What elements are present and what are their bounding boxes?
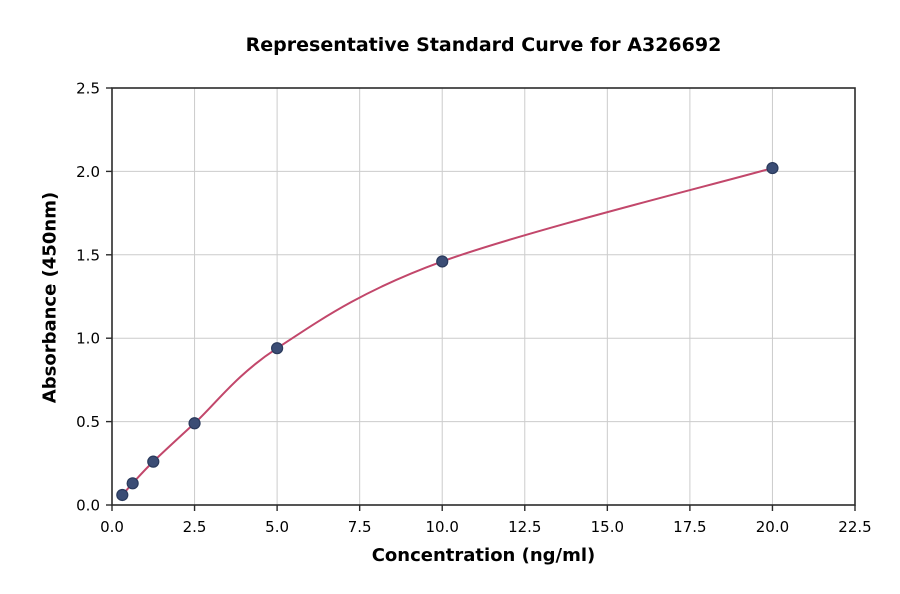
svg-text:1.0: 1.0	[76, 330, 100, 348]
svg-text:10.0: 10.0	[426, 518, 459, 536]
svg-text:12.5: 12.5	[508, 518, 541, 536]
svg-text:5.0: 5.0	[265, 518, 289, 536]
x-axis-label: Concentration (ng/ml)	[371, 545, 596, 566]
svg-text:2.5: 2.5	[76, 80, 100, 98]
svg-text:0.0: 0.0	[100, 518, 124, 536]
svg-text:1.5: 1.5	[76, 246, 100, 264]
svg-text:2.0: 2.0	[76, 163, 100, 181]
chart-title: Representative Standard Curve for A32669…	[245, 34, 722, 56]
svg-text:17.5: 17.5	[673, 518, 706, 536]
svg-text:0.5: 0.5	[76, 413, 100, 431]
svg-text:2.5: 2.5	[183, 518, 207, 536]
svg-text:22.5: 22.5	[838, 518, 871, 536]
svg-text:7.5: 7.5	[348, 518, 372, 536]
svg-text:20.0: 20.0	[756, 518, 789, 536]
svg-text:15.0: 15.0	[591, 518, 624, 536]
svg-text:0.0: 0.0	[76, 497, 100, 515]
